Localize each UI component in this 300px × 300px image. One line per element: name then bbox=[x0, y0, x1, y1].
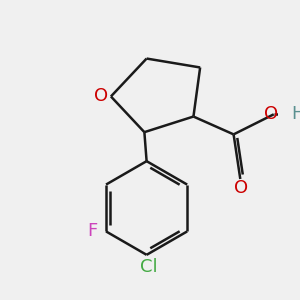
Text: O: O bbox=[234, 179, 248, 197]
Text: O: O bbox=[94, 88, 108, 106]
Text: O: O bbox=[265, 105, 279, 123]
Text: H: H bbox=[292, 105, 300, 123]
Text: F: F bbox=[88, 222, 98, 240]
Text: Cl: Cl bbox=[140, 258, 158, 276]
